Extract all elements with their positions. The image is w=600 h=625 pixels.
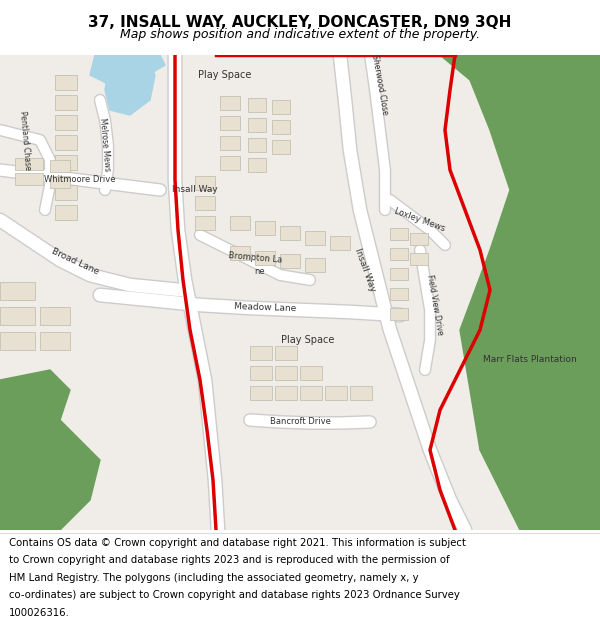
Bar bbox=[300, 386, 322, 400]
Bar bbox=[280, 226, 300, 240]
Text: 37, INSALL WAY, AUCKLEY, DONCASTER, DN9 3QH: 37, INSALL WAY, AUCKLEY, DONCASTER, DN9 … bbox=[88, 16, 512, 31]
Bar bbox=[50, 176, 70, 188]
Text: Broad Lane: Broad Lane bbox=[50, 247, 100, 277]
Text: ne: ne bbox=[254, 268, 265, 276]
Bar bbox=[55, 185, 77, 200]
Bar bbox=[325, 386, 347, 400]
Bar bbox=[230, 246, 250, 260]
Bar bbox=[220, 156, 240, 170]
Bar bbox=[330, 236, 350, 250]
Text: Play Space: Play Space bbox=[199, 70, 251, 80]
Text: to Crown copyright and database rights 2023 and is reproduced with the permissio: to Crown copyright and database rights 2… bbox=[9, 555, 449, 565]
Bar bbox=[230, 216, 250, 230]
Polygon shape bbox=[420, 55, 600, 530]
Polygon shape bbox=[90, 55, 165, 85]
Bar bbox=[390, 268, 408, 280]
Text: Map shows position and indicative extent of the property.: Map shows position and indicative extent… bbox=[120, 28, 480, 41]
Bar bbox=[275, 346, 297, 360]
Bar bbox=[250, 346, 272, 360]
Bar bbox=[15, 173, 43, 185]
Bar bbox=[55, 205, 77, 220]
Bar bbox=[0, 307, 35, 325]
Bar bbox=[410, 233, 428, 245]
Bar bbox=[272, 100, 290, 114]
Bar bbox=[40, 307, 70, 325]
Bar bbox=[248, 98, 266, 112]
Bar bbox=[390, 308, 408, 320]
Bar bbox=[248, 138, 266, 152]
Bar bbox=[248, 118, 266, 132]
Bar bbox=[250, 386, 272, 400]
Text: Sherwood Close: Sherwood Close bbox=[370, 54, 390, 116]
Text: Meadow Lane: Meadow Lane bbox=[234, 302, 296, 314]
Text: Loxley Mews: Loxley Mews bbox=[394, 207, 446, 233]
Bar bbox=[55, 135, 77, 150]
Bar bbox=[15, 158, 43, 170]
Bar bbox=[305, 258, 325, 272]
Text: Marr Flats Plantation: Marr Flats Plantation bbox=[483, 356, 577, 364]
Bar bbox=[55, 155, 77, 170]
Bar bbox=[390, 288, 408, 300]
Bar bbox=[350, 386, 372, 400]
Bar bbox=[280, 254, 300, 268]
Bar bbox=[250, 366, 272, 380]
Bar bbox=[300, 366, 322, 380]
Text: Play Space: Play Space bbox=[281, 335, 335, 345]
Text: co-ordinates) are subject to Crown copyright and database rights 2023 Ordnance S: co-ordinates) are subject to Crown copyr… bbox=[9, 591, 460, 601]
Text: Melrose Mews: Melrose Mews bbox=[98, 118, 112, 172]
Text: Bancroft Drive: Bancroft Drive bbox=[269, 418, 331, 426]
Bar bbox=[390, 228, 408, 240]
Bar bbox=[195, 196, 215, 210]
Text: Pentland Chase: Pentland Chase bbox=[18, 110, 32, 170]
Bar bbox=[55, 75, 77, 90]
Bar bbox=[220, 136, 240, 150]
Bar bbox=[220, 96, 240, 110]
Bar bbox=[40, 332, 70, 350]
Text: Field View Drive: Field View Drive bbox=[425, 274, 445, 336]
Bar bbox=[195, 216, 215, 230]
Polygon shape bbox=[0, 370, 70, 450]
Bar bbox=[305, 231, 325, 245]
Bar bbox=[55, 115, 77, 130]
Bar bbox=[0, 332, 35, 350]
Text: HM Land Registry. The polygons (including the associated geometry, namely x, y: HM Land Registry. The polygons (includin… bbox=[9, 572, 419, 582]
Bar bbox=[55, 95, 77, 110]
Text: 100026316.: 100026316. bbox=[9, 608, 70, 618]
Bar bbox=[272, 120, 290, 134]
Bar bbox=[272, 140, 290, 154]
Text: Insall Way: Insall Way bbox=[353, 247, 377, 293]
Bar bbox=[410, 253, 428, 265]
Bar bbox=[220, 116, 240, 130]
Bar bbox=[390, 248, 408, 260]
Text: Insall Way: Insall Way bbox=[172, 186, 218, 194]
Bar bbox=[248, 158, 266, 172]
Bar bbox=[255, 251, 275, 265]
Text: Whitmoore Drive: Whitmoore Drive bbox=[44, 176, 116, 184]
Text: Brompton La: Brompton La bbox=[228, 251, 282, 265]
Bar bbox=[275, 386, 297, 400]
Bar bbox=[0, 282, 35, 300]
Polygon shape bbox=[105, 55, 155, 115]
Bar bbox=[255, 221, 275, 235]
Polygon shape bbox=[0, 410, 100, 530]
Bar bbox=[275, 366, 297, 380]
Bar bbox=[195, 176, 215, 190]
Text: Contains OS data © Crown copyright and database right 2021. This information is : Contains OS data © Crown copyright and d… bbox=[9, 538, 466, 548]
Bar bbox=[50, 160, 70, 172]
